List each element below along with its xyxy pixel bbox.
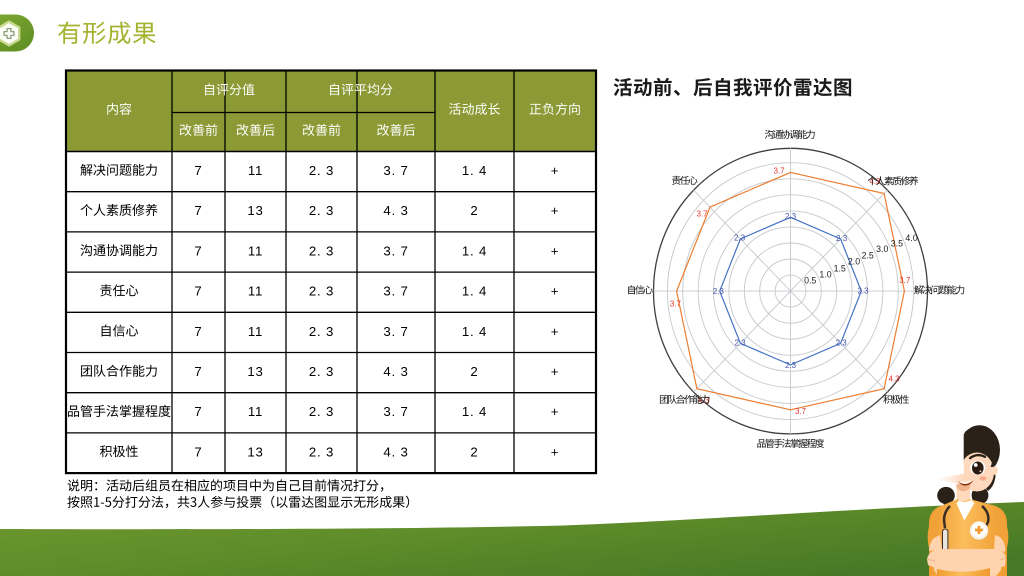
svg-text:2.3: 2.3 <box>785 361 797 370</box>
svg-text:11: 11 <box>248 404 263 419</box>
svg-text:+: + <box>551 364 560 379</box>
svg-text:2: 2 <box>470 444 478 459</box>
svg-text:11: 11 <box>248 284 263 299</box>
svg-text:3.7: 3.7 <box>773 167 785 176</box>
svg-text:7: 7 <box>194 163 202 178</box>
svg-text:+: + <box>551 203 560 218</box>
svg-text:7: 7 <box>194 364 202 379</box>
svg-text:7: 7 <box>194 284 202 299</box>
svg-text:4.3: 4.3 <box>888 375 900 384</box>
svg-text:2: 2 <box>470 203 478 218</box>
svg-text:3. 7: 3. 7 <box>383 163 408 178</box>
svg-text:7: 7 <box>194 404 202 419</box>
svg-text:2.3: 2.3 <box>734 339 746 348</box>
svg-text:4. 3: 4. 3 <box>383 203 408 218</box>
svg-text:3. 7: 3. 7 <box>383 243 408 258</box>
svg-text:4. 3: 4. 3 <box>383 364 408 379</box>
svg-text:1. 4: 1. 4 <box>462 243 487 258</box>
svg-text:11: 11 <box>248 163 263 178</box>
svg-text:2.3: 2.3 <box>857 287 869 296</box>
svg-text:2. 3: 2. 3 <box>309 203 334 218</box>
svg-text:7: 7 <box>194 324 202 339</box>
svg-text:1. 4: 1. 4 <box>462 163 487 178</box>
svg-text:2. 3: 2. 3 <box>309 163 334 178</box>
svg-text:2.3: 2.3 <box>836 339 848 348</box>
svg-text:1.5: 1.5 <box>834 263 846 273</box>
svg-text:3.7: 3.7 <box>899 276 911 285</box>
svg-text:2.5: 2.5 <box>862 251 874 261</box>
svg-text:11: 11 <box>248 324 263 339</box>
svg-text:3. 7: 3. 7 <box>383 324 408 339</box>
svg-text:7: 7 <box>194 203 202 218</box>
svg-text:+: + <box>551 284 560 299</box>
svg-text:2. 3: 2. 3 <box>309 444 334 459</box>
svg-text:2.3: 2.3 <box>734 234 746 243</box>
svg-text:2.3: 2.3 <box>785 212 797 221</box>
svg-text:13: 13 <box>247 364 263 379</box>
svg-text:+: + <box>551 404 560 419</box>
svg-text:13: 13 <box>247 444 263 459</box>
svg-text:3. 7: 3. 7 <box>383 404 408 419</box>
svg-text:1. 4: 1. 4 <box>462 404 487 419</box>
svg-text:2. 3: 2. 3 <box>309 404 334 419</box>
svg-text:2. 3: 2. 3 <box>309 364 334 379</box>
svg-text:2. 3: 2. 3 <box>309 324 334 339</box>
svg-text:2.0: 2.0 <box>848 256 860 266</box>
svg-text:4.3: 4.3 <box>869 177 881 186</box>
svg-text:3. 7: 3. 7 <box>383 284 408 299</box>
svg-text:3.7: 3.7 <box>670 300 682 309</box>
svg-text:0.5: 0.5 <box>804 276 816 286</box>
svg-text:3.5: 3.5 <box>891 239 903 249</box>
svg-text:1. 4: 1. 4 <box>462 324 487 339</box>
svg-text:11: 11 <box>248 243 263 258</box>
svg-text:+: + <box>551 324 560 339</box>
svg-text:1.0: 1.0 <box>819 270 831 280</box>
svg-text:1. 4: 1. 4 <box>462 284 487 299</box>
svg-text:2: 2 <box>470 364 478 379</box>
svg-text:2.3: 2.3 <box>713 287 725 296</box>
svg-text:7: 7 <box>194 243 202 258</box>
svg-text:2. 3: 2. 3 <box>309 243 334 258</box>
svg-text:4. 3: 4. 3 <box>383 444 408 459</box>
svg-text:2. 3: 2. 3 <box>309 284 334 299</box>
svg-text:+: + <box>551 163 560 178</box>
svg-text:7: 7 <box>194 444 202 459</box>
svg-text:2.3: 2.3 <box>836 234 848 243</box>
svg-text:+: + <box>551 444 560 459</box>
svg-text:3.7: 3.7 <box>795 407 807 416</box>
svg-text:4.3: 4.3 <box>698 396 710 405</box>
svg-text:3.0: 3.0 <box>876 244 888 254</box>
svg-text:+: + <box>551 243 560 258</box>
svg-text:13: 13 <box>247 203 263 218</box>
svg-text:4.0: 4.0 <box>905 233 917 243</box>
svg-text:3.7: 3.7 <box>696 210 708 219</box>
